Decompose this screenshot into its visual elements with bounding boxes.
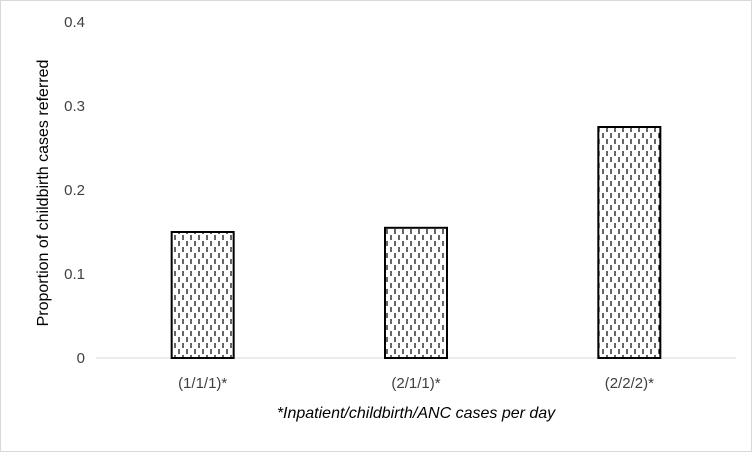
y-tick-label: 0.4 [64,14,85,31]
x-tick-label: (2/2/2)* [605,375,654,392]
y-axis-title: Proportion of childbirth cases referred [35,60,52,327]
x-axis-title: *Inpatient/childbirth/ANC cases per day [277,405,556,422]
bar-2 [384,226,448,359]
y-tick-label: 0.2 [64,182,85,199]
bar-1 [170,231,235,359]
y-tick-label: 0.1 [64,266,85,283]
y-tick-label: 0 [77,350,85,367]
x-tick-label: (1/1/1)* [178,375,227,392]
bars-group [170,126,662,359]
y-axis-ticks: 0 0.1 0.2 0.3 0.4 [64,14,85,367]
x-axis-ticks: (1/1/1)* (2/1/1)* (2/2/2)* [178,375,654,392]
x-tick-label: (2/1/1)* [391,375,440,392]
y-tick-label: 0.3 [64,98,85,115]
bar-3 [597,126,662,359]
